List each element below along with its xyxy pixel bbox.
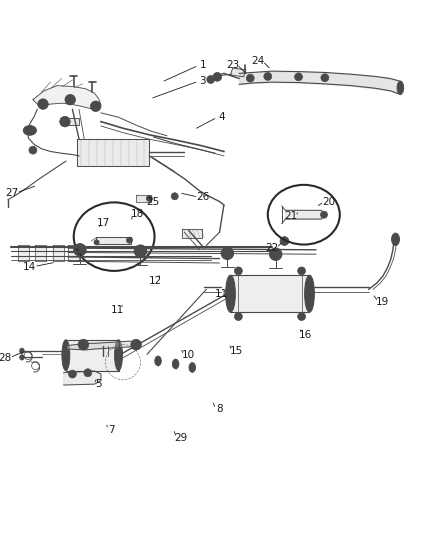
Circle shape (269, 248, 281, 260)
Circle shape (60, 116, 70, 127)
Circle shape (294, 73, 302, 81)
Circle shape (134, 245, 146, 257)
Ellipse shape (20, 348, 24, 353)
Polygon shape (285, 211, 324, 219)
Circle shape (212, 72, 221, 81)
Polygon shape (61, 118, 79, 125)
Polygon shape (95, 237, 131, 244)
Circle shape (206, 76, 214, 84)
Circle shape (146, 196, 152, 201)
Circle shape (65, 94, 75, 105)
Circle shape (279, 237, 288, 245)
Text: 4: 4 (218, 112, 225, 122)
Text: 14: 14 (23, 262, 36, 271)
Text: 15: 15 (229, 346, 242, 356)
Circle shape (297, 267, 305, 275)
Circle shape (29, 146, 37, 154)
Text: 20: 20 (321, 197, 334, 206)
Text: 12: 12 (149, 276, 162, 286)
Text: 10: 10 (181, 350, 194, 360)
Polygon shape (68, 245, 79, 261)
Circle shape (94, 240, 99, 245)
Circle shape (126, 237, 132, 243)
Circle shape (320, 211, 327, 218)
Text: 27: 27 (6, 188, 19, 198)
Text: 17: 17 (96, 219, 110, 229)
Text: 7: 7 (108, 425, 115, 435)
Ellipse shape (62, 340, 70, 370)
Polygon shape (68, 341, 138, 350)
Text: 3: 3 (199, 76, 206, 86)
Ellipse shape (172, 359, 179, 369)
Polygon shape (18, 245, 28, 261)
Ellipse shape (114, 340, 122, 370)
Text: 26: 26 (196, 192, 209, 202)
Polygon shape (35, 245, 46, 261)
Text: 16: 16 (298, 329, 311, 340)
Text: 18: 18 (130, 209, 143, 219)
Text: 28: 28 (0, 353, 12, 363)
Circle shape (131, 340, 141, 350)
Polygon shape (53, 245, 64, 261)
Ellipse shape (391, 233, 399, 245)
Circle shape (320, 74, 328, 82)
Text: 1: 1 (199, 60, 206, 70)
Ellipse shape (396, 81, 403, 94)
Polygon shape (64, 371, 101, 385)
Ellipse shape (23, 126, 36, 135)
Circle shape (78, 340, 88, 350)
Polygon shape (66, 340, 118, 370)
Ellipse shape (20, 355, 24, 360)
Text: 23: 23 (226, 60, 239, 70)
Circle shape (246, 74, 254, 82)
Circle shape (234, 267, 242, 275)
Text: 8: 8 (215, 404, 223, 414)
Polygon shape (182, 229, 201, 238)
Text: 29: 29 (174, 433, 187, 443)
Text: 25: 25 (146, 197, 159, 206)
Text: 21: 21 (283, 211, 297, 221)
Polygon shape (230, 68, 245, 77)
Circle shape (74, 244, 86, 256)
Circle shape (38, 99, 48, 109)
Circle shape (84, 369, 92, 377)
Circle shape (297, 312, 305, 320)
Circle shape (221, 247, 233, 260)
Circle shape (171, 193, 178, 200)
Circle shape (263, 72, 271, 80)
Polygon shape (230, 275, 309, 312)
Text: 24: 24 (251, 56, 264, 66)
Ellipse shape (154, 356, 161, 366)
Circle shape (234, 312, 242, 320)
Text: 19: 19 (375, 297, 389, 306)
Circle shape (68, 370, 76, 378)
Ellipse shape (189, 362, 195, 372)
Text: 22: 22 (265, 243, 278, 253)
Text: 11: 11 (215, 289, 228, 298)
Polygon shape (136, 196, 151, 201)
Ellipse shape (304, 275, 314, 312)
Text: 5: 5 (95, 379, 102, 389)
Polygon shape (33, 86, 101, 109)
Text: 11: 11 (111, 304, 124, 314)
Polygon shape (77, 139, 149, 166)
Ellipse shape (225, 275, 235, 312)
Circle shape (90, 101, 101, 111)
